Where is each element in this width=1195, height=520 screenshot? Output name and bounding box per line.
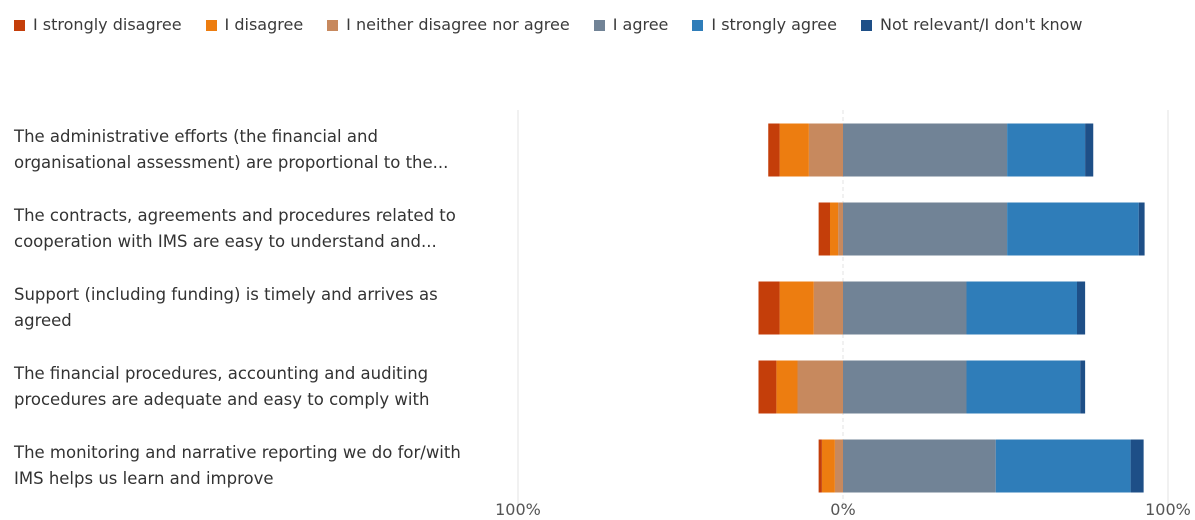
bar-segment-i-neither-disagree-nor-agree[interactable] [838,202,843,256]
legend-swatch [593,19,605,31]
bar-segment-not-relevant-i-don-t-know[interactable] [1077,281,1086,335]
category-label: Support (including funding) is timely an… [14,285,438,330]
legend-swatch [692,19,704,31]
bar-segment-i-disagree[interactable] [821,439,835,493]
chart-legend: I strongly disagree I disagree I neither d… [14,12,1184,38]
legend-item-i-strongly-agree[interactable]: I strongly agree [692,12,837,38]
x-tick-label: 100% [495,500,541,519]
bar-segment-i-disagree[interactable] [776,360,798,414]
bar-segment-i-strongly-disagree[interactable] [818,439,822,493]
bar-segment-i-strongly-agree[interactable] [966,281,1078,335]
bar-segment-i-strongly-agree[interactable] [966,360,1081,414]
legend-label: I strongly agree [711,15,837,34]
bar-segment-i-agree[interactable] [843,439,996,493]
legend-swatch [205,19,217,31]
bar-segment-i-neither-disagree-nor-agree[interactable] [797,360,844,414]
legend-label: I strongly disagree [33,15,182,34]
category-label: The administrative efforts (the financia… [14,127,449,172]
bar-segment-i-agree[interactable] [843,202,1008,256]
bar-segment-i-agree[interactable] [843,281,967,335]
legend-item-i-strongly-disagree[interactable]: I strongly disagree [14,12,182,38]
bar-segment-i-strongly-disagree[interactable] [818,202,830,256]
x-tick-label: 0% [830,500,856,519]
bar-segment-i-disagree[interactable] [779,123,809,177]
bar-segment-i-neither-disagree-nor-agree[interactable] [834,439,843,493]
legend-swatch [327,19,339,31]
legend-label: I agree [612,15,669,34]
category-label: The financial procedures, accounting and… [14,364,430,409]
legend-swatch [861,19,872,31]
bar-segment-i-agree[interactable] [843,360,967,414]
bar-segment-i-strongly-agree[interactable] [995,439,1131,493]
bar-segment-i-agree[interactable] [843,123,1008,177]
bar-segment-i-neither-disagree-nor-agree[interactable] [813,281,843,335]
legend-label: I neither disagree nor agree [346,15,570,34]
bar-segment-not-relevant-i-don-t-know[interactable] [1080,360,1086,414]
bar-segment-i-strongly-disagree[interactable] [768,123,780,177]
x-tick-label: 100% [1145,500,1191,519]
bar-segment-not-relevant-i-don-t-know[interactable] [1130,439,1144,493]
bar-segment-i-strongly-agree[interactable] [1007,123,1086,177]
legend-label: I disagree [224,15,304,34]
bar-segment-not-relevant-i-don-t-know[interactable] [1138,202,1145,256]
bar-segment-i-strongly-agree[interactable] [1007,202,1139,256]
legend-swatch [14,19,25,31]
bar-segment-i-strongly-disagree[interactable] [758,281,780,335]
legend-item-i-neither-disagree-nor-agree[interactable]: I neither disagree nor agree [327,12,570,38]
bar-segment-i-disagree[interactable] [830,202,839,256]
bar-segment-not-relevant-i-don-t-know[interactable] [1085,123,1094,177]
bar-segment-i-disagree[interactable] [779,281,814,335]
legend-item-i-disagree[interactable]: I disagree [205,12,304,38]
category-label: The contracts, agreements and procedures… [14,206,456,251]
bar-segment-i-strongly-disagree[interactable] [758,360,777,414]
legend-label: Not relevant/I don't know [880,15,1083,34]
legend-item-not-relevant-i-don-t-know[interactable]: Not relevant/I don't know [861,12,1082,38]
legend-item-i-agree[interactable]: I agree [593,12,669,38]
bar-segment-i-neither-disagree-nor-agree[interactable] [808,123,843,177]
category-label: The monitoring and narrative reporting w… [14,443,461,488]
